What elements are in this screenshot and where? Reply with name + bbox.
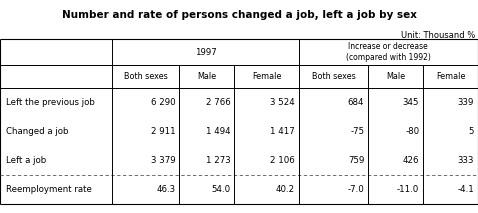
Text: Left a job: Left a job [6, 156, 46, 166]
Text: 3 524: 3 524 [270, 98, 295, 107]
Text: 1 494: 1 494 [206, 127, 230, 137]
Text: 333: 333 [457, 156, 474, 166]
Text: 2 766: 2 766 [206, 98, 230, 107]
Text: Both sexes: Both sexes [312, 72, 355, 81]
Text: 339: 339 [458, 98, 474, 107]
Text: -11.0: -11.0 [397, 186, 419, 194]
Text: -75: -75 [350, 127, 364, 137]
Text: 6 290: 6 290 [151, 98, 175, 107]
Text: Left the previous job: Left the previous job [6, 98, 95, 107]
Text: 46.3: 46.3 [156, 186, 175, 194]
Text: Male: Male [197, 72, 217, 81]
Text: Male: Male [386, 72, 405, 81]
Text: 345: 345 [402, 98, 419, 107]
Text: -80: -80 [405, 127, 419, 137]
Text: 40.2: 40.2 [276, 186, 295, 194]
Text: Female: Female [436, 72, 465, 81]
Text: Changed a job: Changed a job [6, 127, 68, 137]
Text: 3 379: 3 379 [151, 156, 175, 166]
Text: 1 273: 1 273 [206, 156, 230, 166]
Text: 1 417: 1 417 [270, 127, 295, 137]
Text: 2 911: 2 911 [151, 127, 175, 137]
Text: -4.1: -4.1 [457, 186, 474, 194]
Text: 759: 759 [348, 156, 364, 166]
Text: 426: 426 [402, 156, 419, 166]
Text: 684: 684 [348, 98, 364, 107]
Text: 5: 5 [468, 127, 474, 137]
Text: Unit: Thousand %: Unit: Thousand % [402, 31, 476, 40]
Text: Female: Female [252, 72, 281, 81]
Text: 54.0: 54.0 [211, 186, 230, 194]
Text: Both sexes: Both sexes [124, 72, 168, 81]
Text: 1997: 1997 [195, 48, 217, 57]
Text: Number and rate of persons changed a job, left a job by sex: Number and rate of persons changed a job… [62, 10, 416, 20]
Text: -7.0: -7.0 [348, 186, 364, 194]
Text: Increase or decrease
(compared with 1992): Increase or decrease (compared with 1992… [346, 42, 431, 62]
Text: 2 106: 2 106 [270, 156, 295, 166]
Text: Reemployment rate: Reemployment rate [6, 186, 92, 194]
